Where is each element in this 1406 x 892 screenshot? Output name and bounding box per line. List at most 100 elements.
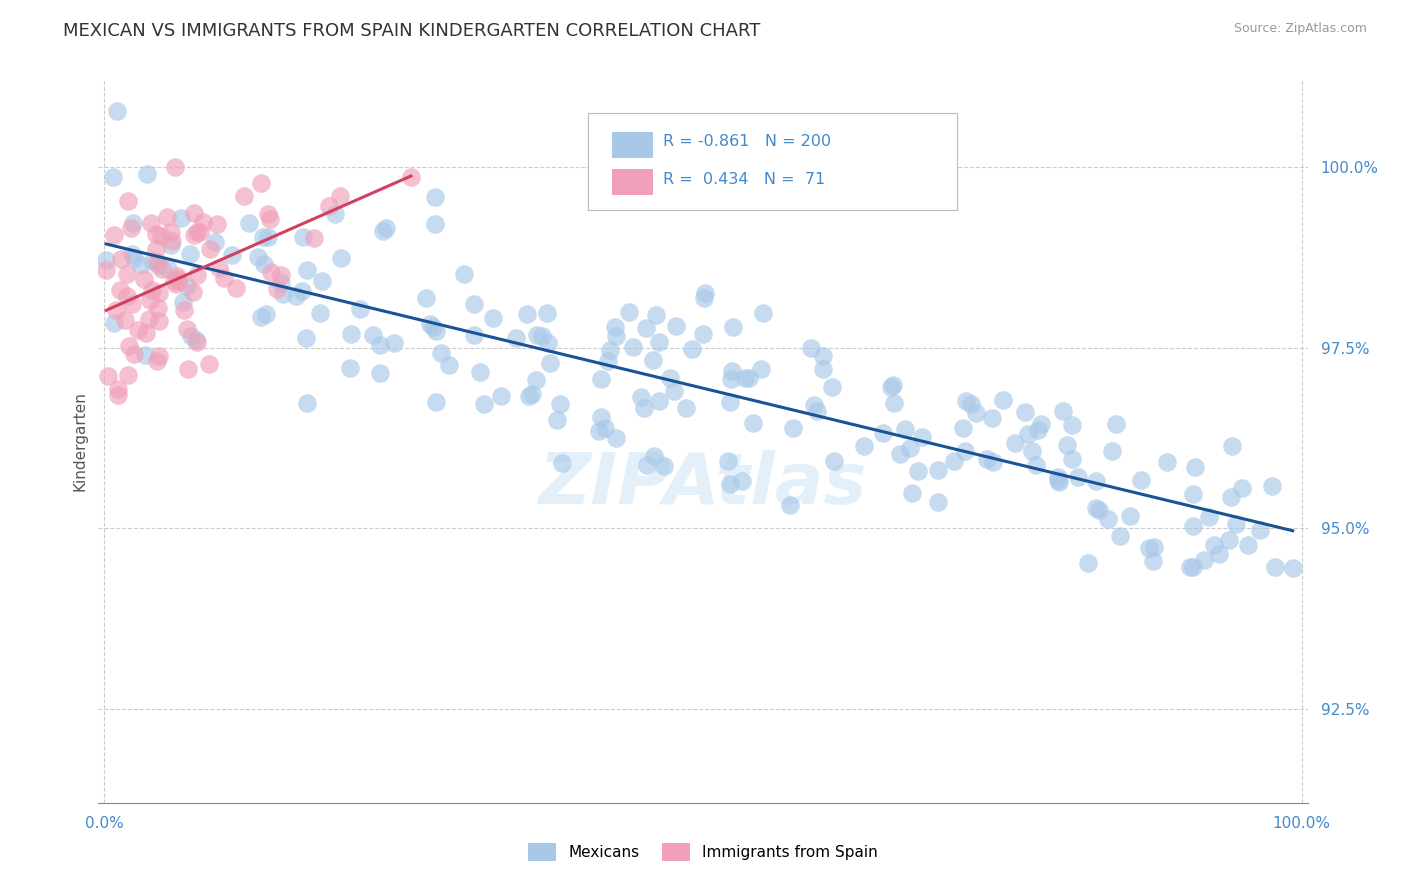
Point [309,306,332,320]
Point [439,359,461,373]
Point [1060,451,1083,466]
Point [603,320,626,334]
Point [257,230,280,244]
Point [741,416,763,430]
Point [1085,474,1108,488]
Point [720,394,742,409]
Point [1119,509,1142,524]
Point [1046,470,1069,484]
Point [425,394,447,409]
Point [980,410,1002,425]
Point [1143,540,1166,554]
Point [191,215,214,229]
Point [159,225,181,239]
Point [1220,439,1243,453]
Point [138,311,160,326]
Point [531,328,554,343]
Text: R =  0.434   N =  71: R = 0.434 N = 71 [664,172,825,186]
Point [889,447,911,461]
Point [463,327,485,342]
Point [117,267,139,281]
Point [422,319,444,334]
Point [252,230,274,244]
Point [254,307,277,321]
Point [103,227,125,242]
Point [121,297,143,311]
Point [297,396,319,410]
Point [295,263,318,277]
Point [156,210,179,224]
Point [717,454,740,468]
Point [658,371,681,385]
Point [232,189,254,203]
Point [1142,554,1164,568]
Point [259,212,281,227]
Point [991,392,1014,407]
Point [374,221,396,235]
Point [806,403,828,417]
Point [94,252,117,267]
Point [250,310,273,324]
Point [516,308,538,322]
Point [181,285,204,299]
Point [800,341,823,355]
Point [214,271,236,285]
Point [489,389,512,403]
Point [249,176,271,190]
Point [1198,509,1220,524]
Point [738,371,761,385]
Point [270,268,292,282]
Point [329,252,352,266]
Point [122,216,145,230]
Point [1084,501,1107,516]
Point [141,283,163,297]
Point [1202,538,1225,552]
Point [605,329,627,343]
Point [1225,517,1247,532]
Point [1130,474,1153,488]
Point [894,422,917,436]
Point [349,302,371,317]
Point [145,353,167,368]
Point [188,225,211,239]
Point [720,372,742,386]
Point [425,324,447,338]
Point [260,265,283,279]
Point [399,169,422,184]
Point [1052,404,1074,418]
Point [323,207,346,221]
Point [107,388,129,402]
Point [238,216,260,230]
Point [149,229,172,244]
Point [883,396,905,410]
Point [662,384,685,398]
Point [1249,523,1271,537]
Point [246,250,269,264]
Point [734,371,756,385]
Point [165,277,187,292]
Point [117,368,139,382]
Point [550,397,572,411]
Point [1156,455,1178,469]
Point [166,272,188,286]
Point [470,365,492,379]
Point [146,259,169,273]
Point [942,453,965,467]
Point [1230,481,1253,495]
Point [731,474,754,488]
Text: MEXICAN VS IMMIGRANTS FROM SPAIN KINDERGARTEN CORRELATION CHART: MEXICAN VS IMMIGRANTS FROM SPAIN KINDERG… [63,22,761,40]
Point [135,326,157,340]
Point [184,334,207,348]
Point [208,261,231,276]
Point [122,251,145,265]
Point [329,189,352,203]
Point [118,339,141,353]
Point [150,262,173,277]
Point [955,443,977,458]
Point [419,318,441,332]
Point [520,386,543,401]
Point [108,283,131,297]
Point [665,318,688,333]
Point [285,289,308,303]
Point [183,228,205,243]
